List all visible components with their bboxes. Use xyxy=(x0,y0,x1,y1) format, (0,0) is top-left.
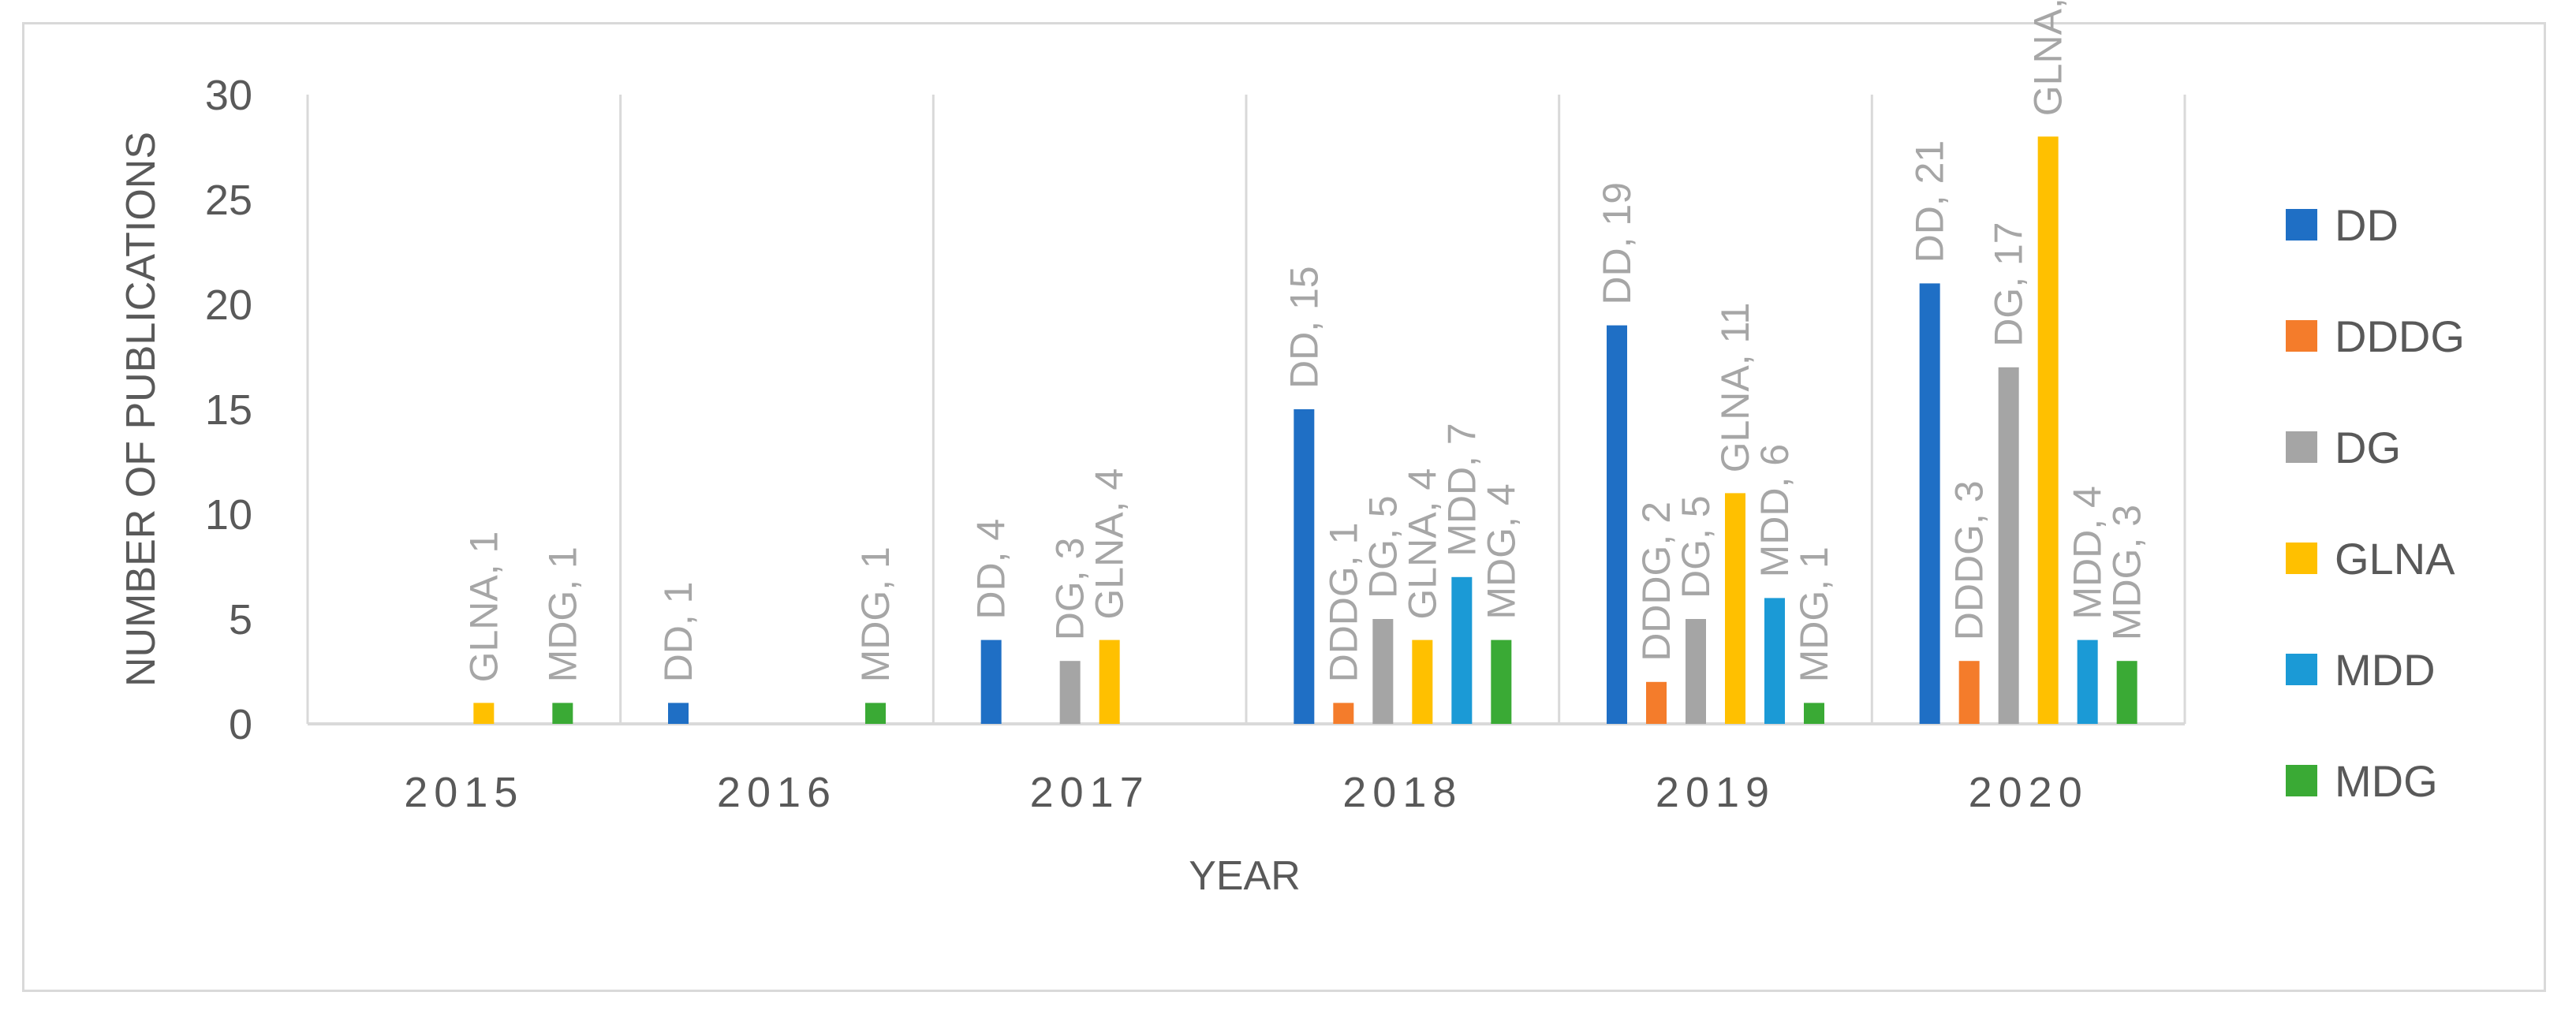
bar-dddg-2020 xyxy=(1958,661,1980,724)
data-label: MDD, 4 xyxy=(2066,486,2110,619)
bar-dd-2018 xyxy=(1294,409,1315,724)
x-tick-label: 2018 xyxy=(1342,769,1462,816)
bar-dg-2019 xyxy=(1686,619,1706,724)
bar-dd-2017 xyxy=(980,640,1002,724)
legend-label: MDD xyxy=(2335,645,2436,695)
bar-dg-2017 xyxy=(1059,661,1081,724)
bar-glna-2020 xyxy=(2037,136,2059,724)
data-label: MDG, 1 xyxy=(853,546,898,682)
x-tick-label: 2019 xyxy=(1656,769,1775,816)
bar-glna-2017 xyxy=(1099,640,1120,724)
bar-dg-2020 xyxy=(1998,367,2019,724)
data-label: DD, 21 xyxy=(1908,140,1952,263)
bar-glna-2018 xyxy=(1412,640,1433,724)
y-tick-label: 5 xyxy=(229,596,252,643)
y-tick-label: 30 xyxy=(205,72,252,119)
data-label: DD, 1 xyxy=(656,582,700,683)
data-label: GLNA, 11 xyxy=(1713,303,1757,473)
data-label: DG, 5 xyxy=(1674,495,1718,598)
data-label: GLNA, 28 xyxy=(2026,0,2070,116)
bar-mdg-2016 xyxy=(865,703,886,724)
bar-dd-2020 xyxy=(1919,283,1940,724)
data-label: DG, 17 xyxy=(1987,222,2031,346)
bar-mdg-2019 xyxy=(1804,703,1824,724)
legend-swatch-glna xyxy=(2286,543,2317,574)
bar-mdd-2018 xyxy=(1451,576,1473,724)
data-label: GLNA, 4 xyxy=(1088,468,1132,620)
chart-frame xyxy=(22,22,2546,992)
y-tick-label: 20 xyxy=(205,282,252,329)
data-label: DDDG, 3 xyxy=(1947,480,1992,640)
bar-dd-2019 xyxy=(1607,325,1627,724)
bar-mdg-2015 xyxy=(552,703,573,724)
y-axis-title: NUMBER OF PUBLICATIONS xyxy=(118,132,164,687)
data-label: GLNA, 4 xyxy=(1400,468,1444,620)
data-label: DD, 15 xyxy=(1282,266,1326,389)
x-tick-label: 2015 xyxy=(404,769,524,816)
data-label: DDDG, 2 xyxy=(1634,502,1678,662)
y-tick-label: 15 xyxy=(205,386,252,434)
bar-dddg-2019 xyxy=(1646,681,1667,724)
data-label: MDG, 4 xyxy=(1479,483,1523,619)
legend-label: GLNA xyxy=(2335,534,2455,584)
data-label: MDG, 3 xyxy=(2105,505,2149,640)
bar-dd-2016 xyxy=(668,703,689,724)
y-tick-label: 10 xyxy=(205,491,252,539)
bar-glna-2019 xyxy=(1725,493,1745,724)
data-label: MDD, 7 xyxy=(1439,423,1484,556)
y-tick-label: 0 xyxy=(229,701,252,748)
legend-swatch-dd xyxy=(2286,209,2317,241)
data-label: DD, 4 xyxy=(969,519,1014,620)
legend-swatch-dddg xyxy=(2286,320,2317,352)
bar-dg-2018 xyxy=(1372,619,1394,724)
bar-mdg-2020 xyxy=(2116,661,2137,724)
bar-mdd-2019 xyxy=(1764,598,1785,724)
x-tick-label: 2016 xyxy=(717,769,837,816)
data-label: DG, 5 xyxy=(1361,495,1405,598)
legend-label: DDDG xyxy=(2335,311,2465,361)
data-label: MDG, 1 xyxy=(1792,546,1836,682)
legend-label: DG xyxy=(2335,423,2401,472)
legend-swatch-mdg xyxy=(2286,765,2317,796)
bar-glna-2015 xyxy=(473,703,495,724)
legend-label: DD xyxy=(2335,200,2399,250)
data-label: DDDG, 1 xyxy=(1321,523,1365,683)
data-label: GLNA, 1 xyxy=(461,531,506,683)
data-label: DD, 19 xyxy=(1595,182,1639,305)
legend-swatch-mdd xyxy=(2286,654,2317,685)
bar-dddg-2018 xyxy=(1333,703,1354,724)
data-label: DG, 3 xyxy=(1048,538,1092,641)
x-axis-title: YEAR xyxy=(1189,853,1301,899)
bar-mdd-2020 xyxy=(2077,640,2098,724)
legend-label: MDG xyxy=(2335,756,2438,806)
bar-mdg-2018 xyxy=(1491,640,1512,724)
data-label: MDD, 6 xyxy=(1753,444,1797,577)
legend-swatch-dg xyxy=(2286,431,2317,463)
x-tick-label: 2017 xyxy=(1030,769,1150,816)
x-tick-label: 2020 xyxy=(1969,769,2089,816)
y-tick-label: 25 xyxy=(205,177,252,224)
data-label: MDG, 1 xyxy=(540,546,584,682)
